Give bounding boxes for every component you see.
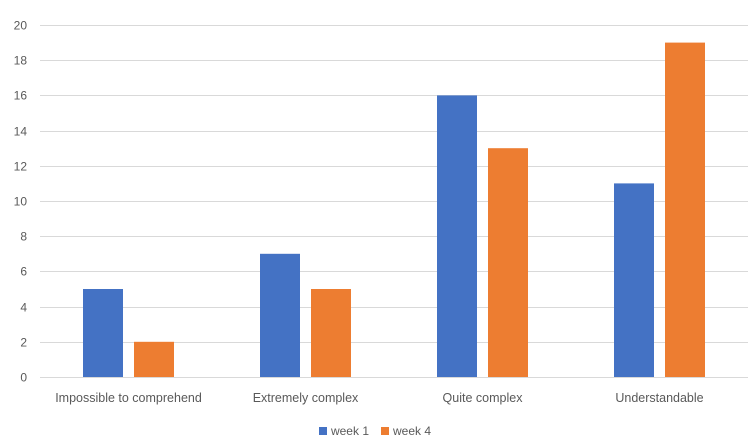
bar-week-4-2 [488, 148, 528, 377]
bar-week-1-2 [437, 95, 477, 378]
bar-week-1-3 [614, 183, 654, 377]
y-axis-tick-labels: 0 2 4 6 8 10 12 14 16 18 20 [14, 19, 28, 385]
x-tick-label: Impossible to comprehend [55, 391, 202, 405]
legend-swatch [381, 427, 389, 435]
y-tick-label: 16 [14, 89, 28, 103]
y-tick-label: 12 [14, 160, 28, 174]
y-tick-label: 14 [14, 125, 28, 139]
bar-week-4-1 [311, 289, 351, 377]
bar-week-1-0 [83, 289, 123, 377]
bar-week-1-1 [260, 253, 300, 377]
bar-week-4-3 [665, 42, 705, 377]
y-tick-label: 8 [20, 230, 27, 244]
legend-item: week 4 [381, 424, 431, 438]
x-axis-tick-labels: Impossible to comprehend Extremely comple… [55, 391, 703, 405]
x-tick-label: Quite complex [443, 391, 524, 405]
legend: week 1 week 4 [0, 424, 750, 438]
y-tick-label: 4 [20, 301, 27, 315]
legend-item: week 1 [318, 424, 369, 438]
y-tick-label: 18 [14, 54, 28, 68]
x-tick-label: Understandable [615, 391, 703, 405]
legend-label: week 1 [330, 424, 369, 438]
y-tick-label: 2 [20, 336, 27, 350]
legend-swatch [318, 427, 327, 435]
y-tick-label: 0 [20, 371, 27, 385]
y-tick-label: 20 [14, 19, 28, 33]
y-tick-label: 10 [14, 195, 28, 209]
bar-week-4-0 [134, 341, 174, 377]
bars [83, 42, 705, 378]
y-tick-label: 6 [20, 265, 27, 279]
legend-label: week 4 [393, 424, 432, 438]
x-tick-label: Extremely complex [253, 391, 359, 405]
